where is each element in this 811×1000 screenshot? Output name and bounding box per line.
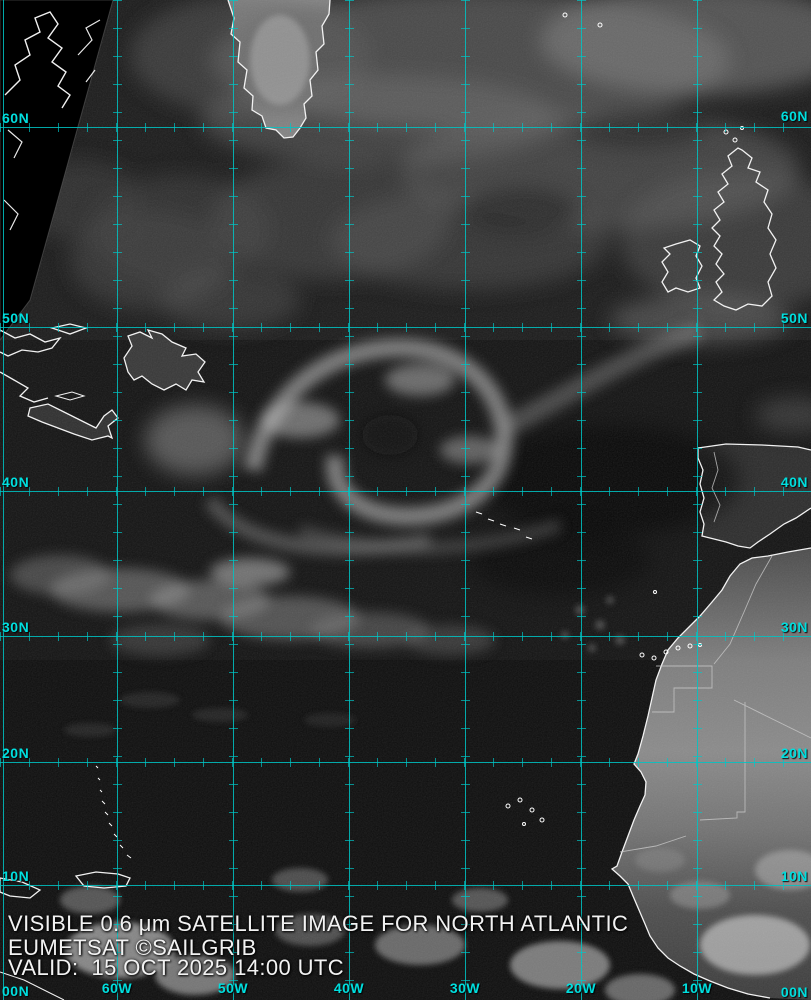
mauritania-mali-border [733,699,811,739]
ticks-60n [0,123,811,132]
lat-label-30n-left: 30N [2,619,30,635]
lat-label-10n-left: 10N [2,868,30,884]
ticks-10n [0,881,811,890]
greenland-coastline [227,0,331,139]
lon-label-40w: 40W [333,980,365,996]
lon-label-50w: 50W [217,980,249,996]
ticks-40n [0,487,811,496]
lon-label-30w: 30W [449,980,481,996]
lat-label-60n-right: 60N [780,108,808,124]
lon-label-20w: 20W [565,980,597,996]
lat-label-60n-left: 60N [2,110,30,126]
vticks-50w [229,0,238,1000]
vticks-10w [693,0,702,1000]
lon-label-60w: 60W [101,980,133,996]
country-borders [619,451,811,853]
lat-label-20n-left: 20N [2,745,30,761]
prince-edward-island [54,391,86,401]
great-britain-coastline [711,147,777,311]
lat-label-00n-right: 00N [780,984,808,1000]
lon-label-10w: 10W [681,980,713,996]
lat-label-40n-left: 40N [2,474,30,490]
lat-label-50n-left: 50N [2,310,30,326]
ticks-20n [0,758,811,767]
mali-border [699,702,746,821]
nova-scotia-coastline [27,403,119,441]
south-america-coastline [0,971,65,1000]
senegal-border [619,835,687,853]
lat-label-50n-right: 50N [780,310,808,326]
lat-label-10n-right: 10N [780,868,808,884]
africa-coastline [610,547,811,999]
island-specks [95,12,744,859]
product-valid-time: VALID: 15 OCT 2025 14:00 UTC [8,955,345,980]
lat-label-30n-right: 30N [780,619,808,635]
vticks-20w [577,0,586,1000]
gaspe-coastline [0,329,62,357]
lat-label-00n-left: 00N [2,983,30,999]
ticks-30n [0,632,811,641]
product-attribution: EUMETSAT ©SAILGRIB [8,935,257,960]
product-title: VISIBLE 0.6 μm SATELLITE IMAGE FOR NORTH… [8,911,629,936]
ticks-50n [0,323,811,332]
new-brunswick-coastline [0,371,49,403]
lat-label-40n-right: 40N [780,474,808,490]
madeira-island [653,590,657,594]
no-data-wedge [0,0,114,341]
vticks-30w [461,0,470,1000]
newfoundland-coastline [123,328,206,391]
vticks-60w [113,0,122,1000]
labrador-coastline [4,11,71,109]
lat-label-20n-right: 20N [780,745,808,761]
morocco-algeria-border [713,555,773,665]
vticks-40w [345,0,354,1000]
azores-islands [475,511,533,540]
gridline-70w [3,0,4,1000]
